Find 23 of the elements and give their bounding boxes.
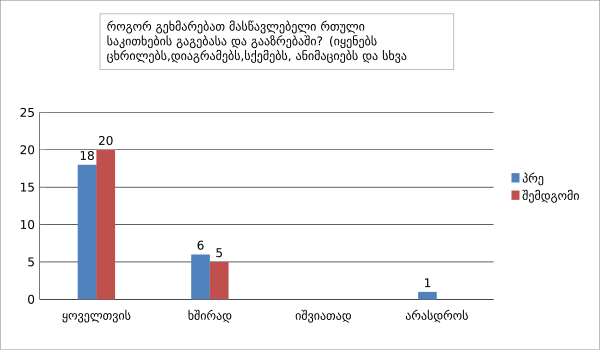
chart-title: როგორ გეხმარებათ მასწავლებელი რთული საკითხების გაგებასა და გააზრებაში? (იყენებს ცხრილებს,დიაგრამებს,სქემებს, ანიმაციებს და სხვა bbox=[107, 20, 406, 63]
y-tick-label: 0 bbox=[28, 294, 34, 304]
bar bbox=[96, 150, 116, 300]
x-tick-label: ყოველთვის bbox=[62, 310, 130, 323]
y-tick-label: 10 bbox=[20, 220, 34, 230]
data-label: 1 bbox=[425, 278, 430, 288]
legend-label: პრე bbox=[522, 172, 544, 186]
data-label: 5 bbox=[216, 248, 222, 258]
legend-label: შემდგომი bbox=[522, 190, 579, 203]
y-tick-label: 5 bbox=[28, 258, 34, 267]
data-label: 20 bbox=[98, 136, 113, 146]
data-label: 18 bbox=[80, 151, 94, 160]
x-tick-label: იშვიათად bbox=[296, 310, 351, 323]
data-label: 6 bbox=[198, 240, 204, 250]
x-tick-label: არასდროს bbox=[406, 310, 468, 323]
bar bbox=[210, 262, 229, 300]
bar bbox=[191, 254, 210, 300]
x-tick-label: ხშირად bbox=[188, 310, 232, 323]
bar bbox=[78, 164, 96, 300]
bar bbox=[418, 292, 437, 300]
y-tick-label: 15 bbox=[20, 182, 34, 192]
y-tick-label: 25 bbox=[20, 108, 34, 118]
y-tick-label: 20 bbox=[20, 145, 34, 155]
